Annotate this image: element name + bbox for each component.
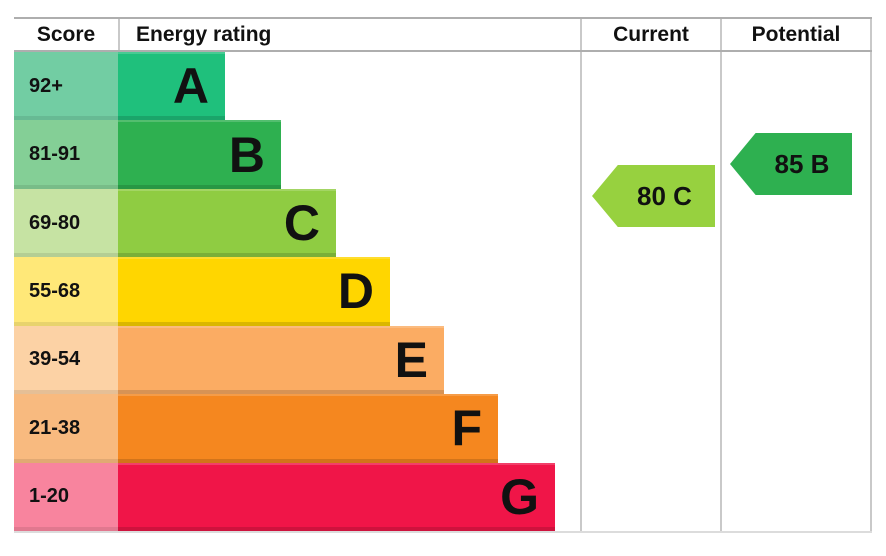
band-row: 1-20 G <box>14 462 872 531</box>
band-bar: B <box>118 120 281 189</box>
band-letter: F <box>451 400 482 457</box>
band-bar: E <box>118 325 444 395</box>
band-score-label: 39-54 <box>29 348 81 371</box>
band-letter: B <box>228 126 265 183</box>
potential-column-header: Potential <box>720 19 872 50</box>
band-score-label: 1-20 <box>29 485 70 508</box>
epc-header-row: Score Energy rating Current Potential <box>14 17 872 52</box>
current-column-cell <box>580 120 720 189</box>
current-arrow: 80 C <box>592 165 715 227</box>
current-column-cell <box>580 188 720 258</box>
band-score-cell: 39-54 <box>14 325 118 395</box>
band-score-cell: 21-38 <box>14 394 118 463</box>
band-letter: A <box>172 58 209 115</box>
band-bar-cell: F <box>118 394 580 463</box>
energy-rating-column-header: Energy rating <box>118 19 580 50</box>
current-column-cell <box>580 52 720 121</box>
band-score-label: 69-80 <box>29 211 81 234</box>
potential-column-cell <box>720 325 872 395</box>
band-bar-cell: G <box>118 462 580 531</box>
current-column-cell <box>580 257 720 326</box>
current-rating-label: 80 C <box>637 180 692 211</box>
band-bar: A <box>118 52 225 121</box>
band-score-label: 55-68 <box>29 279 81 302</box>
band-bar-cell: A <box>118 52 580 121</box>
band-score-cell: 69-80 <box>14 188 118 258</box>
band-score-cell: 92+ <box>14 52 118 121</box>
band-score-cell: 55-68 <box>14 257 118 326</box>
band-bar-cell: E <box>118 325 580 395</box>
band-row: 92+ A <box>14 52 872 121</box>
band-score-cell: 1-20 <box>14 462 118 531</box>
band-letter: C <box>283 195 320 252</box>
band-row: 81-91 B <box>14 120 872 189</box>
current-column-cell <box>580 325 720 395</box>
potential-arrow: 85 B <box>730 133 852 195</box>
band-letter: G <box>500 468 539 525</box>
current-column-header: Current <box>580 19 720 50</box>
band-bar-cell: B <box>118 120 580 189</box>
band-score-label: 81-91 <box>29 143 81 166</box>
potential-column-cell <box>720 394 872 463</box>
band-bar-cell: D <box>118 257 580 326</box>
potential-column-cell <box>720 462 872 531</box>
current-column-cell <box>580 394 720 463</box>
potential-column-cell <box>720 120 872 189</box>
band-row: 39-54 E <box>14 325 872 395</box>
band-bar: G <box>118 462 555 531</box>
band-bar: D <box>118 257 390 326</box>
potential-column-cell <box>720 188 872 258</box>
potential-column-cell <box>720 257 872 326</box>
band-letter: D <box>337 263 374 320</box>
potential-column-cell <box>720 52 872 121</box>
band-score-label: 21-38 <box>29 416 81 439</box>
potential-rating-label: 85 B <box>774 148 830 179</box>
epc-table: Score Energy rating Current Potential 92… <box>14 17 872 533</box>
band-score-label: 92+ <box>29 74 63 97</box>
score-column-header: Score <box>36 22 96 46</box>
band-score-cell: 81-91 <box>14 120 118 189</box>
band-bar-cell: C <box>118 188 580 258</box>
current-column-cell <box>580 462 720 531</box>
band-bar: C <box>118 188 336 258</box>
band-letter: E <box>394 331 428 388</box>
epc-body: 92+ A 81-91 B 69-80 C <box>14 52 872 533</box>
band-row: 69-80 C <box>14 188 872 258</box>
band-row: 55-68 D <box>14 257 872 326</box>
band-row: 21-38 F <box>14 394 872 463</box>
band-bar: F <box>118 394 498 463</box>
